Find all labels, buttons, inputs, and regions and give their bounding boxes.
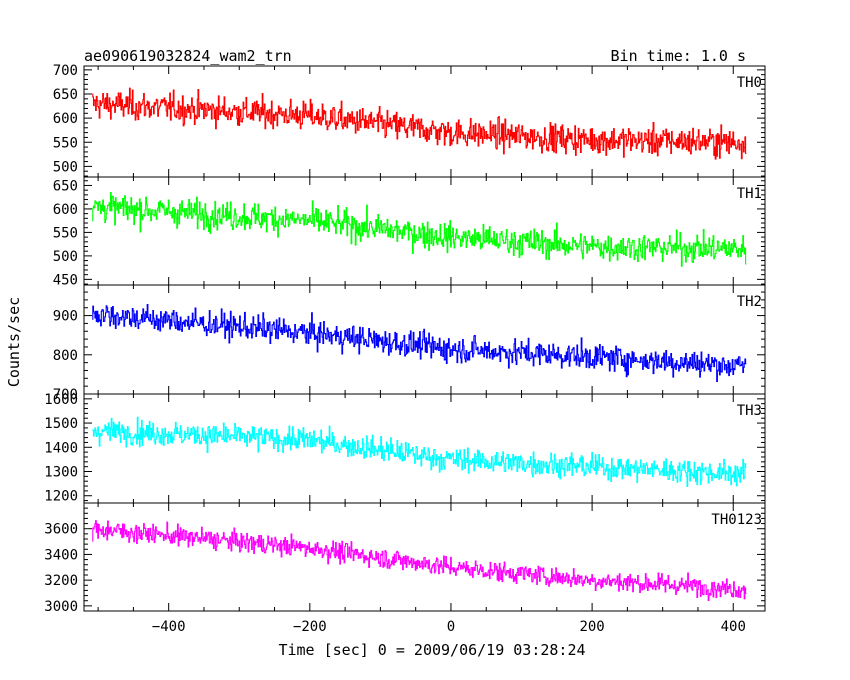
panel-label-th0: TH0 (737, 75, 762, 91)
y-tick-label: 700 (53, 63, 78, 79)
y-tick-label: 550 (53, 135, 78, 151)
chart-title: ae090619032824_wam2_trn (84, 47, 292, 65)
y-tick-label: 650 (53, 87, 78, 103)
y-axis-label: Counts/sec (5, 297, 23, 387)
y-tick-label: 3400 (44, 547, 78, 563)
y-tick-label: 3600 (44, 522, 78, 538)
y-tick-label: 600 (53, 202, 78, 218)
y-tick-label: 3000 (44, 599, 78, 615)
panels-group: 500 550 600 650 700 TH0 450 500 550 600 650 TH1 700 8… (44, 63, 766, 635)
y-tick-label: 500 (53, 159, 78, 175)
panel-label-th2: TH2 (737, 294, 762, 310)
panel-frame-th0123 (83, 502, 766, 612)
x-tick-label: 400 (721, 619, 746, 635)
x-tick-label: −400 (152, 619, 186, 635)
x-tick-label: 0 (447, 619, 455, 635)
panel-label-th0123: TH0123 (711, 512, 762, 528)
series-line-th0123 (92, 520, 747, 602)
series-line-th2 (92, 304, 747, 383)
panel-frame-th0 (83, 65, 766, 178)
x-tick-label: 200 (579, 619, 604, 635)
panel-label-th3: TH3 (737, 403, 762, 419)
series-line-th3 (92, 416, 747, 488)
x-axis-label: Time [sec] 0 = 2009/06/19 03:28:24 (278, 641, 585, 659)
y-tick-label: 700 (53, 387, 78, 403)
y-tick-label: 800 (53, 348, 78, 364)
series-line-th0 (92, 87, 747, 160)
y-tick-label: 550 (53, 225, 78, 241)
y-tick-label: 500 (53, 249, 78, 265)
bin-time-label: Bin time: 1.0 s (611, 47, 746, 65)
y-tick-label: 1400 (44, 440, 78, 456)
y-tick-label: 900 (53, 309, 78, 325)
y-tick-label: 450 (53, 272, 78, 288)
y-tick-label: 650 (53, 178, 78, 194)
y-tick-label: 600 (53, 111, 78, 127)
y-tick-label: 1500 (44, 416, 78, 432)
y-tick-label: 1300 (44, 465, 78, 481)
y-tick-label: 3200 (44, 573, 78, 589)
y-tick-label: 1200 (44, 489, 78, 505)
panel-label-th1: TH1 (737, 186, 762, 202)
series-line-th1 (92, 191, 747, 267)
y-tick-label: 1600 (44, 392, 78, 408)
x-tick-label: −200 (293, 619, 327, 635)
